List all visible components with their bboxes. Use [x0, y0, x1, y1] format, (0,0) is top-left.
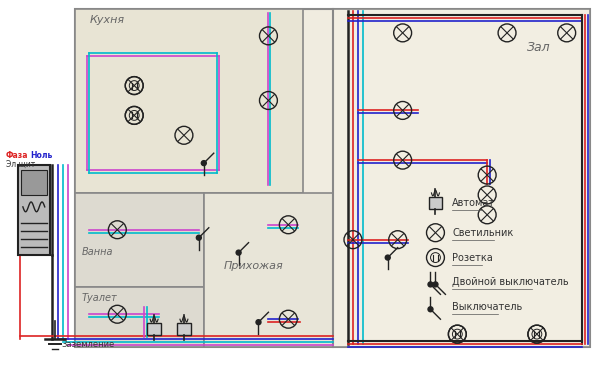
Circle shape [202, 161, 206, 166]
Text: Автомат: Автомат [452, 198, 496, 208]
Text: Выключатель: Выключатель [452, 302, 523, 312]
Text: Ноль: Ноль [30, 151, 52, 160]
Text: Ванна: Ванна [82, 247, 113, 257]
Circle shape [256, 320, 261, 325]
Bar [74, 193, 204, 287]
Bar [333, 9, 590, 347]
Text: Заземление: Заземление [62, 340, 115, 349]
Bar [74, 9, 303, 193]
Text: Эл щит: Эл щит [6, 160, 35, 169]
Bar [21, 170, 47, 195]
Circle shape [236, 250, 241, 255]
Bar [18, 165, 50, 255]
Text: Светильник: Светильник [452, 228, 514, 238]
Bar [428, 197, 442, 209]
Text: Фаза: Фаза [6, 151, 28, 160]
Circle shape [428, 282, 433, 287]
Text: Двойной выключатель: Двойной выключатель [452, 277, 569, 287]
Bar [74, 287, 204, 347]
Circle shape [385, 255, 390, 260]
Bar [204, 193, 333, 347]
Text: Кухня: Кухня [89, 15, 125, 25]
Text: Зал: Зал [527, 41, 551, 54]
Circle shape [433, 282, 438, 287]
Bar [177, 323, 191, 335]
Bar [418, 185, 572, 309]
Bar [74, 9, 590, 347]
Text: Прихожая: Прихожая [224, 262, 283, 272]
Text: Розетка: Розетка [452, 252, 493, 262]
Bar [147, 323, 161, 335]
Circle shape [428, 307, 433, 312]
Text: Туалет: Туалет [82, 293, 117, 303]
Circle shape [196, 235, 202, 240]
